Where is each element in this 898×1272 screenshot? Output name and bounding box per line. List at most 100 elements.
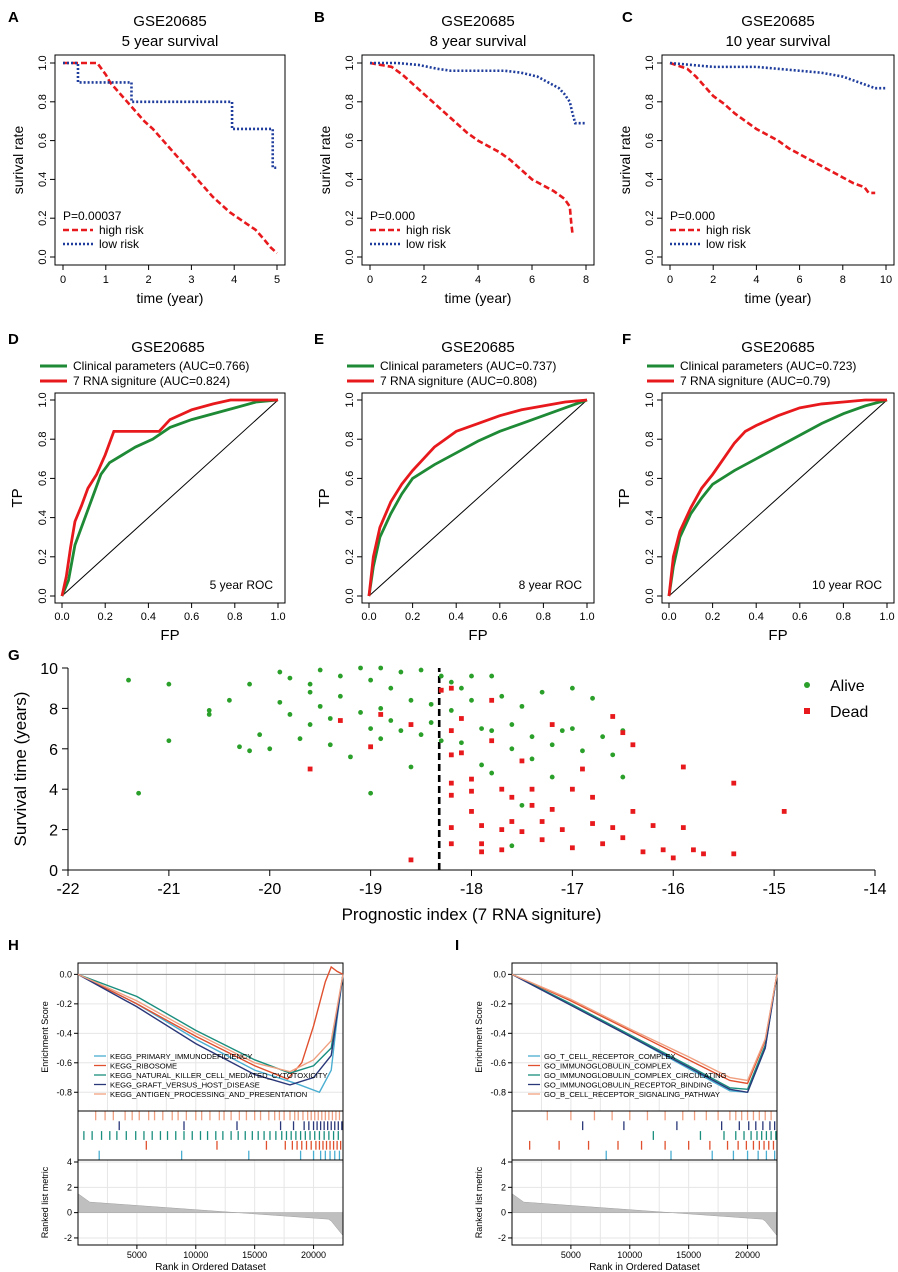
- y-tick-label: 1.0: [37, 392, 49, 407]
- alive-point: [297, 736, 303, 742]
- x-tick-label: 0: [667, 274, 673, 286]
- alive-point: [348, 754, 353, 760]
- roc-panel-E: GSE20685 Clinical parameters (AUC=0.737)7…: [316, 339, 595, 644]
- series-line-high-risk: [669, 61, 876, 195]
- series-line-high-risk: [369, 61, 574, 234]
- legend-label: 7 RNA signiture (AUC=0.808): [380, 374, 537, 388]
- alive-point: [237, 744, 242, 750]
- enrichment-curve: [511, 973, 778, 1094]
- alive-point: [509, 843, 515, 849]
- gsea-panel-H: 0.0 -0.2 -0.4 -0.6 -0.8 KEGG_PRIMARY_IMMUNODE…: [40, 962, 344, 1272]
- dead-point: [499, 847, 505, 853]
- alive-point: [559, 728, 565, 734]
- alive-point: [499, 693, 505, 699]
- y-tick-label: 0.4: [344, 510, 356, 525]
- y-axis-label: surival rate: [10, 126, 26, 195]
- alive-point: [509, 722, 515, 727]
- x-tick-label: 0.2: [405, 611, 420, 623]
- dead-point: [630, 809, 636, 814]
- rna-roc-line: [667, 398, 887, 597]
- chart-title: GSE20685: [741, 13, 814, 30]
- legend-label: 7 RNA signiture (AUC=0.79): [680, 374, 830, 388]
- x-tick-label: 5000: [561, 1250, 581, 1260]
- y-tick-label: 0.2: [37, 211, 49, 226]
- panel-label-D: D: [8, 331, 19, 348]
- y-tick-label: 0.0: [493, 969, 506, 979]
- alive-point: [509, 746, 515, 752]
- dead-point: [499, 786, 505, 792]
- y-tick-label: 0.0: [344, 588, 356, 603]
- dead-point: [448, 825, 454, 830]
- dead-point: [469, 788, 474, 794]
- rna-roc-line: [60, 398, 278, 597]
- dead-point: [781, 809, 787, 814]
- dead-point: [509, 819, 515, 824]
- x-tick-label: 1.0: [879, 611, 894, 623]
- x-tick-label: 0.6: [792, 611, 807, 623]
- alive-point: [206, 712, 212, 717]
- dead-point: [539, 837, 545, 843]
- clinical-roc-line: [367, 398, 588, 597]
- alive-point: [378, 736, 384, 742]
- x-tick-label: 4: [231, 274, 237, 286]
- alive-point: [459, 685, 464, 691]
- panel-label-F: F: [622, 331, 631, 348]
- y-tick-label: 2: [67, 1182, 72, 1192]
- dead-point: [569, 845, 575, 851]
- enrichment-curve: [511, 973, 778, 1091]
- dead-point: [620, 835, 626, 841]
- alive-point: [358, 665, 363, 671]
- alive-point: [307, 681, 313, 687]
- y-tick-label: 0.8: [344, 432, 356, 447]
- alive-point: [519, 703, 525, 709]
- alive-point: [418, 732, 424, 738]
- dead-point: [610, 714, 616, 719]
- dead-point: [549, 722, 555, 727]
- x-tick-label: -20: [258, 881, 281, 898]
- alive-point: [337, 673, 343, 679]
- dead-point: [479, 823, 484, 828]
- y-tick-label: 0: [67, 1208, 72, 1218]
- alive-point: [257, 732, 263, 738]
- dead-point: [590, 794, 595, 800]
- legend-alive-label: Alive: [830, 678, 865, 695]
- dead-point: [448, 752, 454, 758]
- x-tick-label: 20000: [735, 1250, 760, 1260]
- y-tick-label: 1.0: [344, 392, 356, 407]
- x-tick-label: -14: [863, 881, 886, 898]
- alive-point: [206, 708, 212, 713]
- x-tick-label: 0.6: [492, 611, 507, 623]
- dead-point: [680, 825, 686, 830]
- dead-point: [509, 794, 515, 800]
- y-tick-label: 0.6: [37, 471, 49, 486]
- x-tick-label: 2: [146, 274, 152, 286]
- dead-point: [539, 819, 545, 824]
- chart-title: GSE20685: [133, 13, 206, 30]
- x-tick-label: 10: [880, 274, 892, 286]
- y-tick-label: 0.2: [37, 549, 49, 564]
- legend-label: GO_IMMUNOGLOBULIN_RECEPTOR_BINDING: [544, 1081, 712, 1090]
- x-tick-label: -17: [561, 881, 584, 898]
- dead-point: [701, 851, 706, 857]
- enrichment-curve: [77, 973, 344, 1086]
- alive-point: [317, 703, 323, 709]
- ranked-frame: [77, 1159, 344, 1246]
- alive-point: [469, 697, 474, 703]
- panel-label-H: H: [8, 937, 19, 954]
- y-tick-label: 4: [501, 1157, 506, 1167]
- y-tick-label: 0.0: [37, 249, 49, 264]
- x-axis-label: Rank in Ordered Dataset: [155, 1262, 266, 1272]
- alive-point: [317, 667, 323, 673]
- alive-point: [529, 756, 535, 762]
- x-tick-label: 0.4: [749, 611, 764, 623]
- roc-note: 5 year ROC: [210, 578, 274, 592]
- scatter-panel-G: -22 -21 -20 -19 -18 -17 -16 -15 -14 0 2 4 6 8 10 Progno…: [11, 661, 887, 924]
- y-tick-label: -0.4: [490, 1028, 506, 1038]
- x-axis-label: FP: [768, 627, 787, 644]
- dead-point: [549, 807, 555, 812]
- dead-point: [680, 764, 686, 770]
- alive-point: [378, 706, 384, 711]
- rna-roc-line: [367, 398, 588, 597]
- dead-point: [630, 742, 636, 748]
- alive-point: [126, 677, 131, 683]
